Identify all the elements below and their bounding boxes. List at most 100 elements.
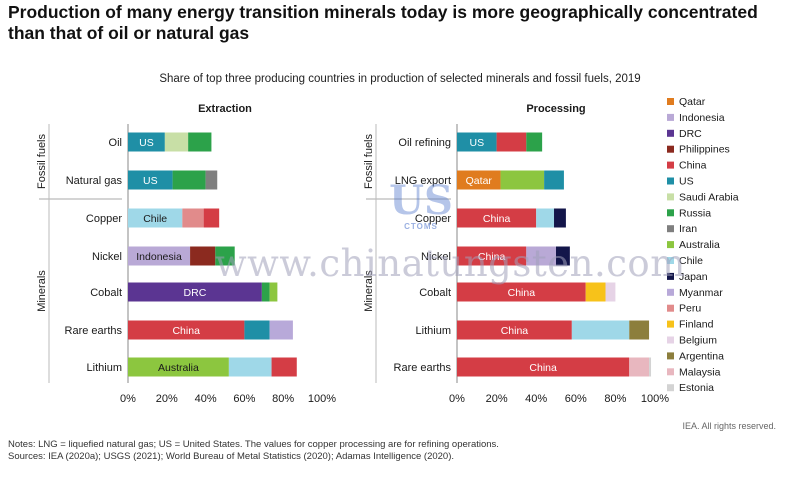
bar-segment <box>500 170 545 190</box>
category-label: Cobalt <box>90 287 122 299</box>
legend-swatch <box>667 257 674 264</box>
bar-segment-label: US <box>139 137 154 149</box>
bar-segment <box>457 132 497 152</box>
copyright-note: IEA. All rights reserved. <box>682 421 776 431</box>
watermark-logo-mark: US <box>389 177 453 224</box>
legend-swatch <box>667 145 674 153</box>
category-label: Nickel <box>421 251 451 263</box>
x-tick-label: 60% <box>565 393 587 405</box>
legend-swatch <box>667 161 674 169</box>
x-tick-label: 0% <box>120 393 136 405</box>
x-tick-label: 20% <box>156 393 178 405</box>
bar-segment-label: China <box>501 325 529 337</box>
category-label: Lithium <box>416 325 451 337</box>
group-label: Fossil fuels <box>36 133 48 189</box>
legend-swatch <box>667 98 674 105</box>
notes-line: Notes: LNG = liquefied natural gas; US =… <box>8 439 499 450</box>
bar-segment <box>128 132 165 152</box>
legend-label: Argentina <box>679 350 724 362</box>
bar-segment <box>457 246 527 266</box>
bar-segment-label: DRC <box>184 287 207 299</box>
bar-segment <box>128 357 229 377</box>
legend-label: Iran <box>679 223 697 235</box>
legend-swatch <box>667 368 674 376</box>
bar-segment <box>215 246 235 266</box>
bar-segment <box>605 282 616 302</box>
bar-segment-label: China <box>483 213 511 225</box>
category-label: Rare earths <box>394 362 452 374</box>
bar-segment-label: China <box>478 251 506 263</box>
x-tick-label: 20% <box>486 393 508 405</box>
sources-line: Sources: IEA (2020a); USGS (2021); World… <box>8 450 455 462</box>
bar-segment-label: Chile <box>143 213 167 225</box>
bar-segment <box>172 170 206 190</box>
legend-swatch <box>667 304 674 312</box>
bar-segment <box>629 357 650 377</box>
group-label: Minerals <box>363 270 375 312</box>
bar-segment <box>269 320 293 340</box>
legend-label: Qatar <box>679 96 706 108</box>
category-label: Copper <box>86 213 122 225</box>
category-label: Oil <box>109 137 122 149</box>
x-tick-label: 60% <box>233 393 255 405</box>
x-tick-label: 80% <box>272 393 294 405</box>
group-label: Minerals <box>36 270 48 312</box>
bar-segment <box>261 282 270 302</box>
legend-label: Philippines <box>679 144 730 156</box>
legend-swatch <box>667 272 674 280</box>
group-label: Fossil fuels <box>363 133 375 189</box>
watermark-logo: US CTOMS <box>376 177 466 232</box>
bar-segment-label: Indonesia <box>136 251 182 263</box>
x-tick-label: 100% <box>641 393 669 405</box>
legend-swatch <box>667 384 674 392</box>
bar-segment <box>544 170 564 190</box>
legend-label: DRC <box>679 128 702 140</box>
legend-label: Belgium <box>679 335 717 347</box>
category-label: Cobalt <box>419 287 451 299</box>
legend-label: Saudi Arabia <box>679 191 739 203</box>
legend-label: Finland <box>679 319 714 331</box>
legend-swatch <box>667 320 674 328</box>
category-label: Natural gas <box>66 175 123 187</box>
bar-segment <box>128 208 183 228</box>
category-label: Oil refining <box>398 137 451 149</box>
x-tick-label: 80% <box>604 393 626 405</box>
bar-segment <box>585 282 606 302</box>
bar-segment-label: Qatar <box>466 175 493 187</box>
category-label: Rare earths <box>65 325 123 337</box>
bar-segment <box>205 170 218 190</box>
bar-segment <box>228 357 272 377</box>
bar-segment <box>649 357 652 377</box>
legend-label: Myanmar <box>679 287 723 299</box>
bar-segment <box>457 170 501 190</box>
legend-swatch <box>667 113 674 121</box>
legend-label: Indonesia <box>679 112 725 124</box>
bar-segment <box>554 208 566 228</box>
notes-block: Notes: LNG = liquefied natural gas; US =… <box>8 439 768 462</box>
bar-segment <box>457 357 630 377</box>
legend-swatch <box>667 209 674 217</box>
bar-segment <box>190 246 216 266</box>
bar-segment <box>457 320 572 340</box>
bar-segment <box>629 320 650 340</box>
bar-segment <box>526 246 556 266</box>
bar-segment <box>271 357 297 377</box>
legend-label: US <box>679 176 694 188</box>
legend-swatch <box>667 288 674 296</box>
legend-label: China <box>679 160 707 172</box>
legend-swatch <box>667 177 674 185</box>
bar-segment <box>128 320 245 340</box>
bar-segment <box>203 208 220 228</box>
bar-segment-label: US <box>143 175 158 187</box>
x-tick-label: 40% <box>195 393 217 405</box>
bar-segment-label: China <box>508 287 536 299</box>
category-label: LNG export <box>395 175 451 187</box>
legend-label: Japan <box>679 271 708 283</box>
legend-swatch <box>667 352 674 360</box>
bar-segment <box>164 132 189 152</box>
legend-label: Estonia <box>679 382 714 394</box>
legend-swatch <box>667 241 674 249</box>
category-label: Nickel <box>92 251 122 263</box>
legend-swatch <box>667 129 674 137</box>
